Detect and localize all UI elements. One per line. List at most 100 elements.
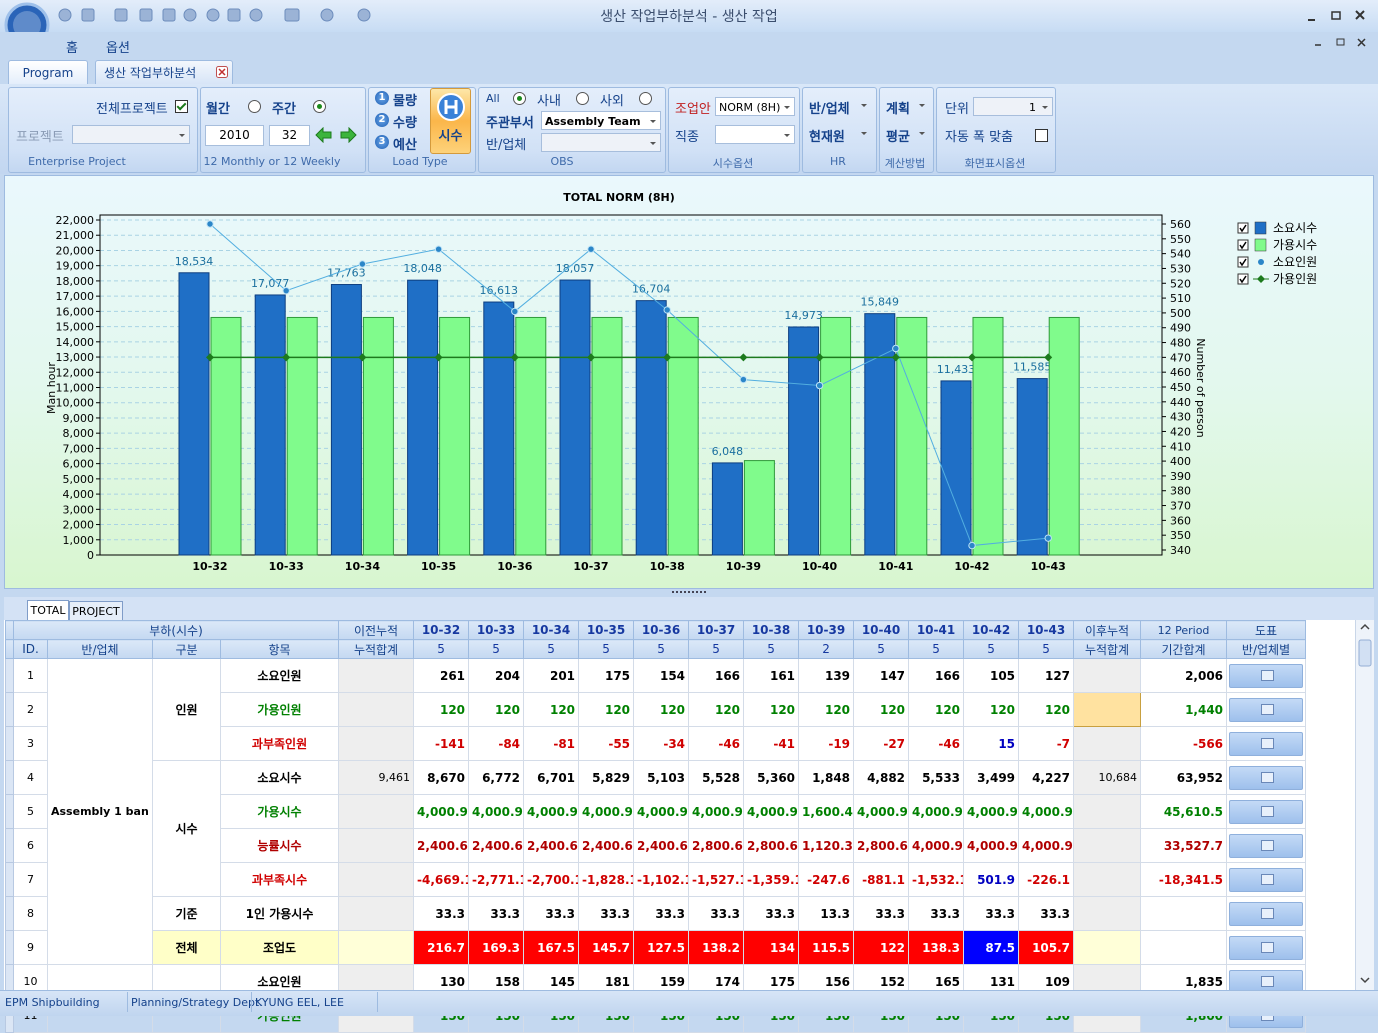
- value-cell: 501.9: [963, 862, 1020, 897]
- tab[interactable]: 생산 작업부하분석: [95, 60, 233, 84]
- value-cell: 120: [633, 692, 690, 727]
- data-row: 3 과부족인원 -141 -84 -81 -55 -34 -46 -41 -19 -27 -46 15-…: [5, 726, 1307, 761]
- tab-close[interactable]: [216, 66, 228, 78]
- doc-controls[interactable]: [1305, 36, 1375, 50]
- y2-tick-label: 420: [1170, 425, 1191, 438]
- y-tick-label: 20,000: [56, 244, 95, 257]
- chart-icon: [1261, 907, 1275, 919]
- checkbox[interactable]: [1035, 129, 1048, 142]
- y2-tick-label: 430: [1170, 411, 1191, 424]
- chart-button[interactable]: [1229, 799, 1304, 824]
- combo[interactable]: [715, 125, 795, 144]
- value-cell: 138.2: [688, 930, 745, 965]
- checkbox[interactable]: [175, 100, 188, 113]
- header-cell: 5: [963, 639, 1020, 659]
- chart-button[interactable]: [1229, 663, 1304, 688]
- app-logo[interactable]: [4, 2, 50, 32]
- week-input[interactable]: 32: [269, 125, 310, 146]
- y-tick-label: 19,000: [56, 260, 95, 273]
- header-cell: 12 Period: [1140, 620, 1228, 640]
- y2-tick-label: 560: [1170, 218, 1191, 231]
- row-handle: [5, 896, 14, 931]
- tab[interactable]: Program: [8, 60, 88, 84]
- y2-tick-label: 470: [1170, 351, 1191, 364]
- hours-button[interactable]: 시수: [430, 88, 471, 154]
- bar: [635, 300, 667, 556]
- scrollbar-parts: [1358, 623, 1372, 984]
- combo[interactable]: NORM (8H): [715, 97, 795, 116]
- marker: [434, 245, 443, 253]
- window-controls[interactable]: [1300, 6, 1375, 26]
- bar: [1048, 316, 1080, 556]
- legend-check: [1239, 258, 1247, 267]
- chart-icon: [1261, 703, 1275, 715]
- label: 프로젝트: [16, 130, 64, 145]
- chart-button[interactable]: [1229, 731, 1304, 756]
- bar: [559, 279, 591, 556]
- x-tick-label: 10-36: [497, 560, 533, 573]
- nav-arrows[interactable]: [314, 127, 358, 143]
- dropdown[interactable]: 평균: [886, 130, 910, 145]
- group-label: 화면표시옵션: [964, 157, 1026, 170]
- chart-button[interactable]: [1229, 833, 1304, 858]
- value-cell: 4,000.9: [468, 794, 525, 829]
- tab[interactable]: TOTAL: [27, 600, 69, 621]
- x-tick-label: 10-35: [421, 560, 456, 573]
- y-tick-label: 5,000: [63, 473, 95, 486]
- dropdown[interactable]: 계획: [886, 102, 910, 117]
- marker: [968, 353, 976, 362]
- value-cell: 120: [963, 692, 1020, 727]
- x-tick-label: 10-32: [192, 560, 227, 573]
- menu-item[interactable]: 옵션: [106, 41, 130, 56]
- tab[interactable]: PROJECT: [69, 601, 123, 621]
- legend-label: 가용시수: [1273, 238, 1317, 252]
- prev-cell: [338, 692, 415, 727]
- value-cell: 2,400.6: [468, 828, 525, 863]
- radio[interactable]: [313, 100, 326, 113]
- splitter[interactable]: [672, 591, 706, 596]
- header-cell: 5: [853, 639, 910, 659]
- y2-tick-label: 340: [1170, 544, 1191, 557]
- chart-button[interactable]: [1229, 697, 1304, 722]
- chart-button[interactable]: [1229, 765, 1304, 790]
- prev-cell: [338, 658, 415, 693]
- label: 주관부서: [486, 116, 534, 131]
- dropdown[interactable]: 현재원: [809, 130, 845, 145]
- radio[interactable]: [576, 92, 589, 105]
- chart-button[interactable]: [1229, 901, 1304, 926]
- chart-button[interactable]: [1229, 867, 1304, 892]
- data-row: 6 능률시수 2,400.6 2,400.6 2,400.6 2,400.6 2,400.6…: [5, 828, 1307, 863]
- combo[interactable]: [72, 125, 190, 144]
- value-cell: 13.3: [798, 896, 855, 931]
- total-cell: 1,440: [1140, 692, 1228, 727]
- value-label: 18,048: [403, 262, 442, 275]
- value-label: 16,613: [480, 284, 519, 297]
- chart-icon: [1261, 669, 1275, 681]
- value-cell: 2,800.6: [688, 828, 745, 863]
- dropdown[interactable]: 반/업체: [809, 102, 850, 117]
- option[interactable]: 물량: [393, 94, 417, 109]
- menu-item[interactable]: 홈: [66, 41, 78, 56]
- bar: [591, 316, 623, 556]
- x-tick-label: 10-42: [954, 560, 989, 573]
- row-handle: [5, 726, 14, 761]
- combo[interactable]: [541, 133, 661, 152]
- label: 자동 폭 맞춤: [945, 130, 1014, 145]
- combo[interactable]: Assembly Team: [541, 111, 661, 130]
- scrollbar[interactable]: [1355, 620, 1374, 990]
- option[interactable]: 수량: [393, 116, 417, 131]
- value-cell: 15: [963, 726, 1020, 761]
- year-input[interactable]: 2010: [205, 125, 264, 146]
- y2-tick-label: 500: [1170, 307, 1191, 320]
- data-row: 8 기준 1인 가용시수 33.3 33.3 33.3 33.3 33.3 33.3 33.3 13…: [5, 896, 1307, 931]
- radio[interactable]: [513, 92, 526, 105]
- bar: [439, 316, 471, 556]
- legend-check: [1239, 275, 1247, 284]
- after-cell: [1073, 658, 1142, 693]
- radio[interactable]: [639, 92, 652, 105]
- radio[interactable]: [248, 100, 261, 113]
- combo[interactable]: 1: [973, 97, 1053, 116]
- option[interactable]: 예산: [393, 138, 417, 153]
- legend-label: 소요시수: [1273, 221, 1317, 235]
- chart-button[interactable]: [1229, 935, 1304, 960]
